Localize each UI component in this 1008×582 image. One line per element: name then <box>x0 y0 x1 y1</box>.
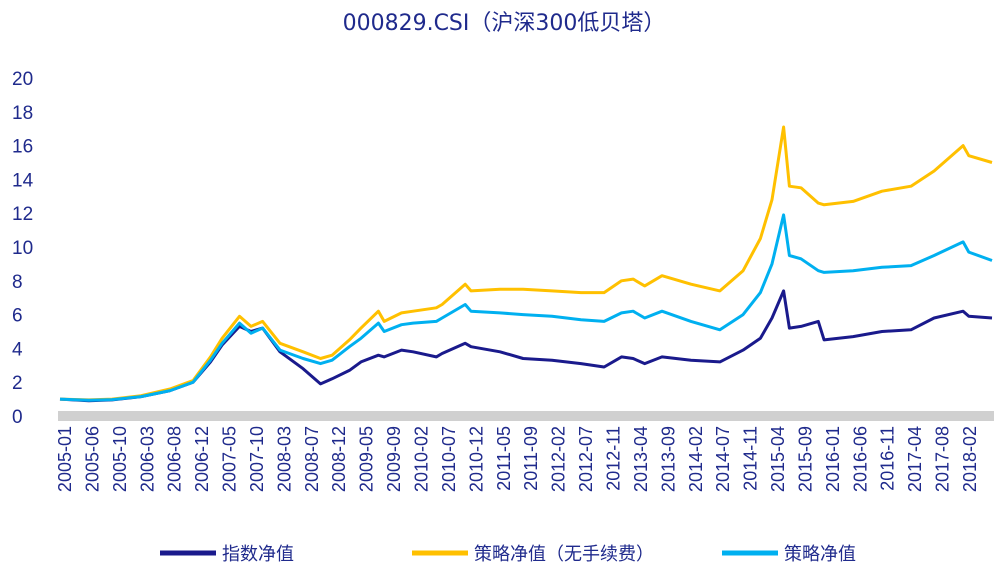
y-tick-label: 16 <box>12 137 33 158</box>
x-tick-label: 2016-11 <box>878 426 898 491</box>
x-tick-label: 2016-06 <box>850 426 870 492</box>
series-line-1 <box>59 125 993 402</box>
x-tick-label: 2011-09 <box>521 426 541 491</box>
x-tick-label: 2015-09 <box>796 426 816 492</box>
x-tick-label: 2005-01 <box>55 426 75 492</box>
legend-label-0: 指数净值 <box>222 544 294 565</box>
x-tick-label: 2013-04 <box>631 426 651 492</box>
x-tick-label: 2006-12 <box>192 426 212 492</box>
series-group <box>59 125 993 403</box>
x-tick-label: 2008-03 <box>274 426 294 492</box>
chart-title: 000829.CSI（沪深300低贝塔） <box>343 11 666 36</box>
y-tick-label: 0 <box>12 407 23 428</box>
x-tick-label: 2018-02 <box>960 426 980 492</box>
x-tick-label: 2007-05 <box>220 426 240 492</box>
x-tick-label: 2015-04 <box>768 426 788 492</box>
x-tick-label: 2013-09 <box>658 426 678 492</box>
x-tick-label: 2012-11 <box>604 426 624 491</box>
x-tick-label: 2010-02 <box>412 426 432 492</box>
y-tick-label: 18 <box>12 103 33 124</box>
x-tick-label: 2009-05 <box>357 426 377 492</box>
y-tick-label: 14 <box>12 170 34 191</box>
series-line-0 <box>59 289 993 403</box>
x-tick-label: 2010-07 <box>439 426 459 492</box>
legend-label-2: 策略净值 <box>784 544 856 565</box>
y-tick-label: 20 <box>12 69 33 90</box>
x-tick-label: 2014-11 <box>741 426 761 491</box>
x-tick-label: 2011-05 <box>494 426 514 491</box>
x-axis: 2005-01 2005-06 2005-10 2006-03 2006-08 2006-… <box>55 426 980 492</box>
x-tick-label: 2014-07 <box>713 426 733 492</box>
x-tick-label: 2010-12 <box>466 426 486 492</box>
x-tick-label: 2012-07 <box>576 426 596 492</box>
y-tick-label: 8 <box>12 272 23 293</box>
y-tick-label: 12 <box>12 204 33 225</box>
x-tick-label: 2006-08 <box>165 426 185 492</box>
x-tick-label: 2005-10 <box>110 426 130 492</box>
y-tick-label: 4 <box>12 339 23 360</box>
x-tick-label: 2017-08 <box>933 426 953 492</box>
y-tick-label: 6 <box>12 306 23 327</box>
y-axis: 0 2 4 6 8 10 12 14 16 18 20 <box>12 69 34 428</box>
y-tick-label: 2 <box>12 373 23 394</box>
series-line-2 <box>59 213 993 402</box>
x-tick-label: 2005-06 <box>82 426 102 492</box>
x-tick-label: 2017-04 <box>905 426 925 492</box>
x-tick-label: 2016-01 <box>823 426 843 492</box>
x-tick-label: 2009-09 <box>384 426 404 492</box>
y-tick-label: 10 <box>12 238 33 259</box>
x-tick-label: 2008-12 <box>329 426 349 492</box>
x-tick-label: 2006-03 <box>137 426 157 492</box>
legend: 指数净值 策略净值（无手续费） 策略净值 <box>160 544 856 565</box>
x-tick-label: 2012-02 <box>549 426 569 492</box>
x-tick-label: 2007-10 <box>247 426 267 492</box>
x-tick-label: 2008-07 <box>302 426 322 492</box>
x-tick-label: 2014-02 <box>686 426 706 492</box>
legend-label-1: 策略净值（无手续费） <box>474 544 654 565</box>
